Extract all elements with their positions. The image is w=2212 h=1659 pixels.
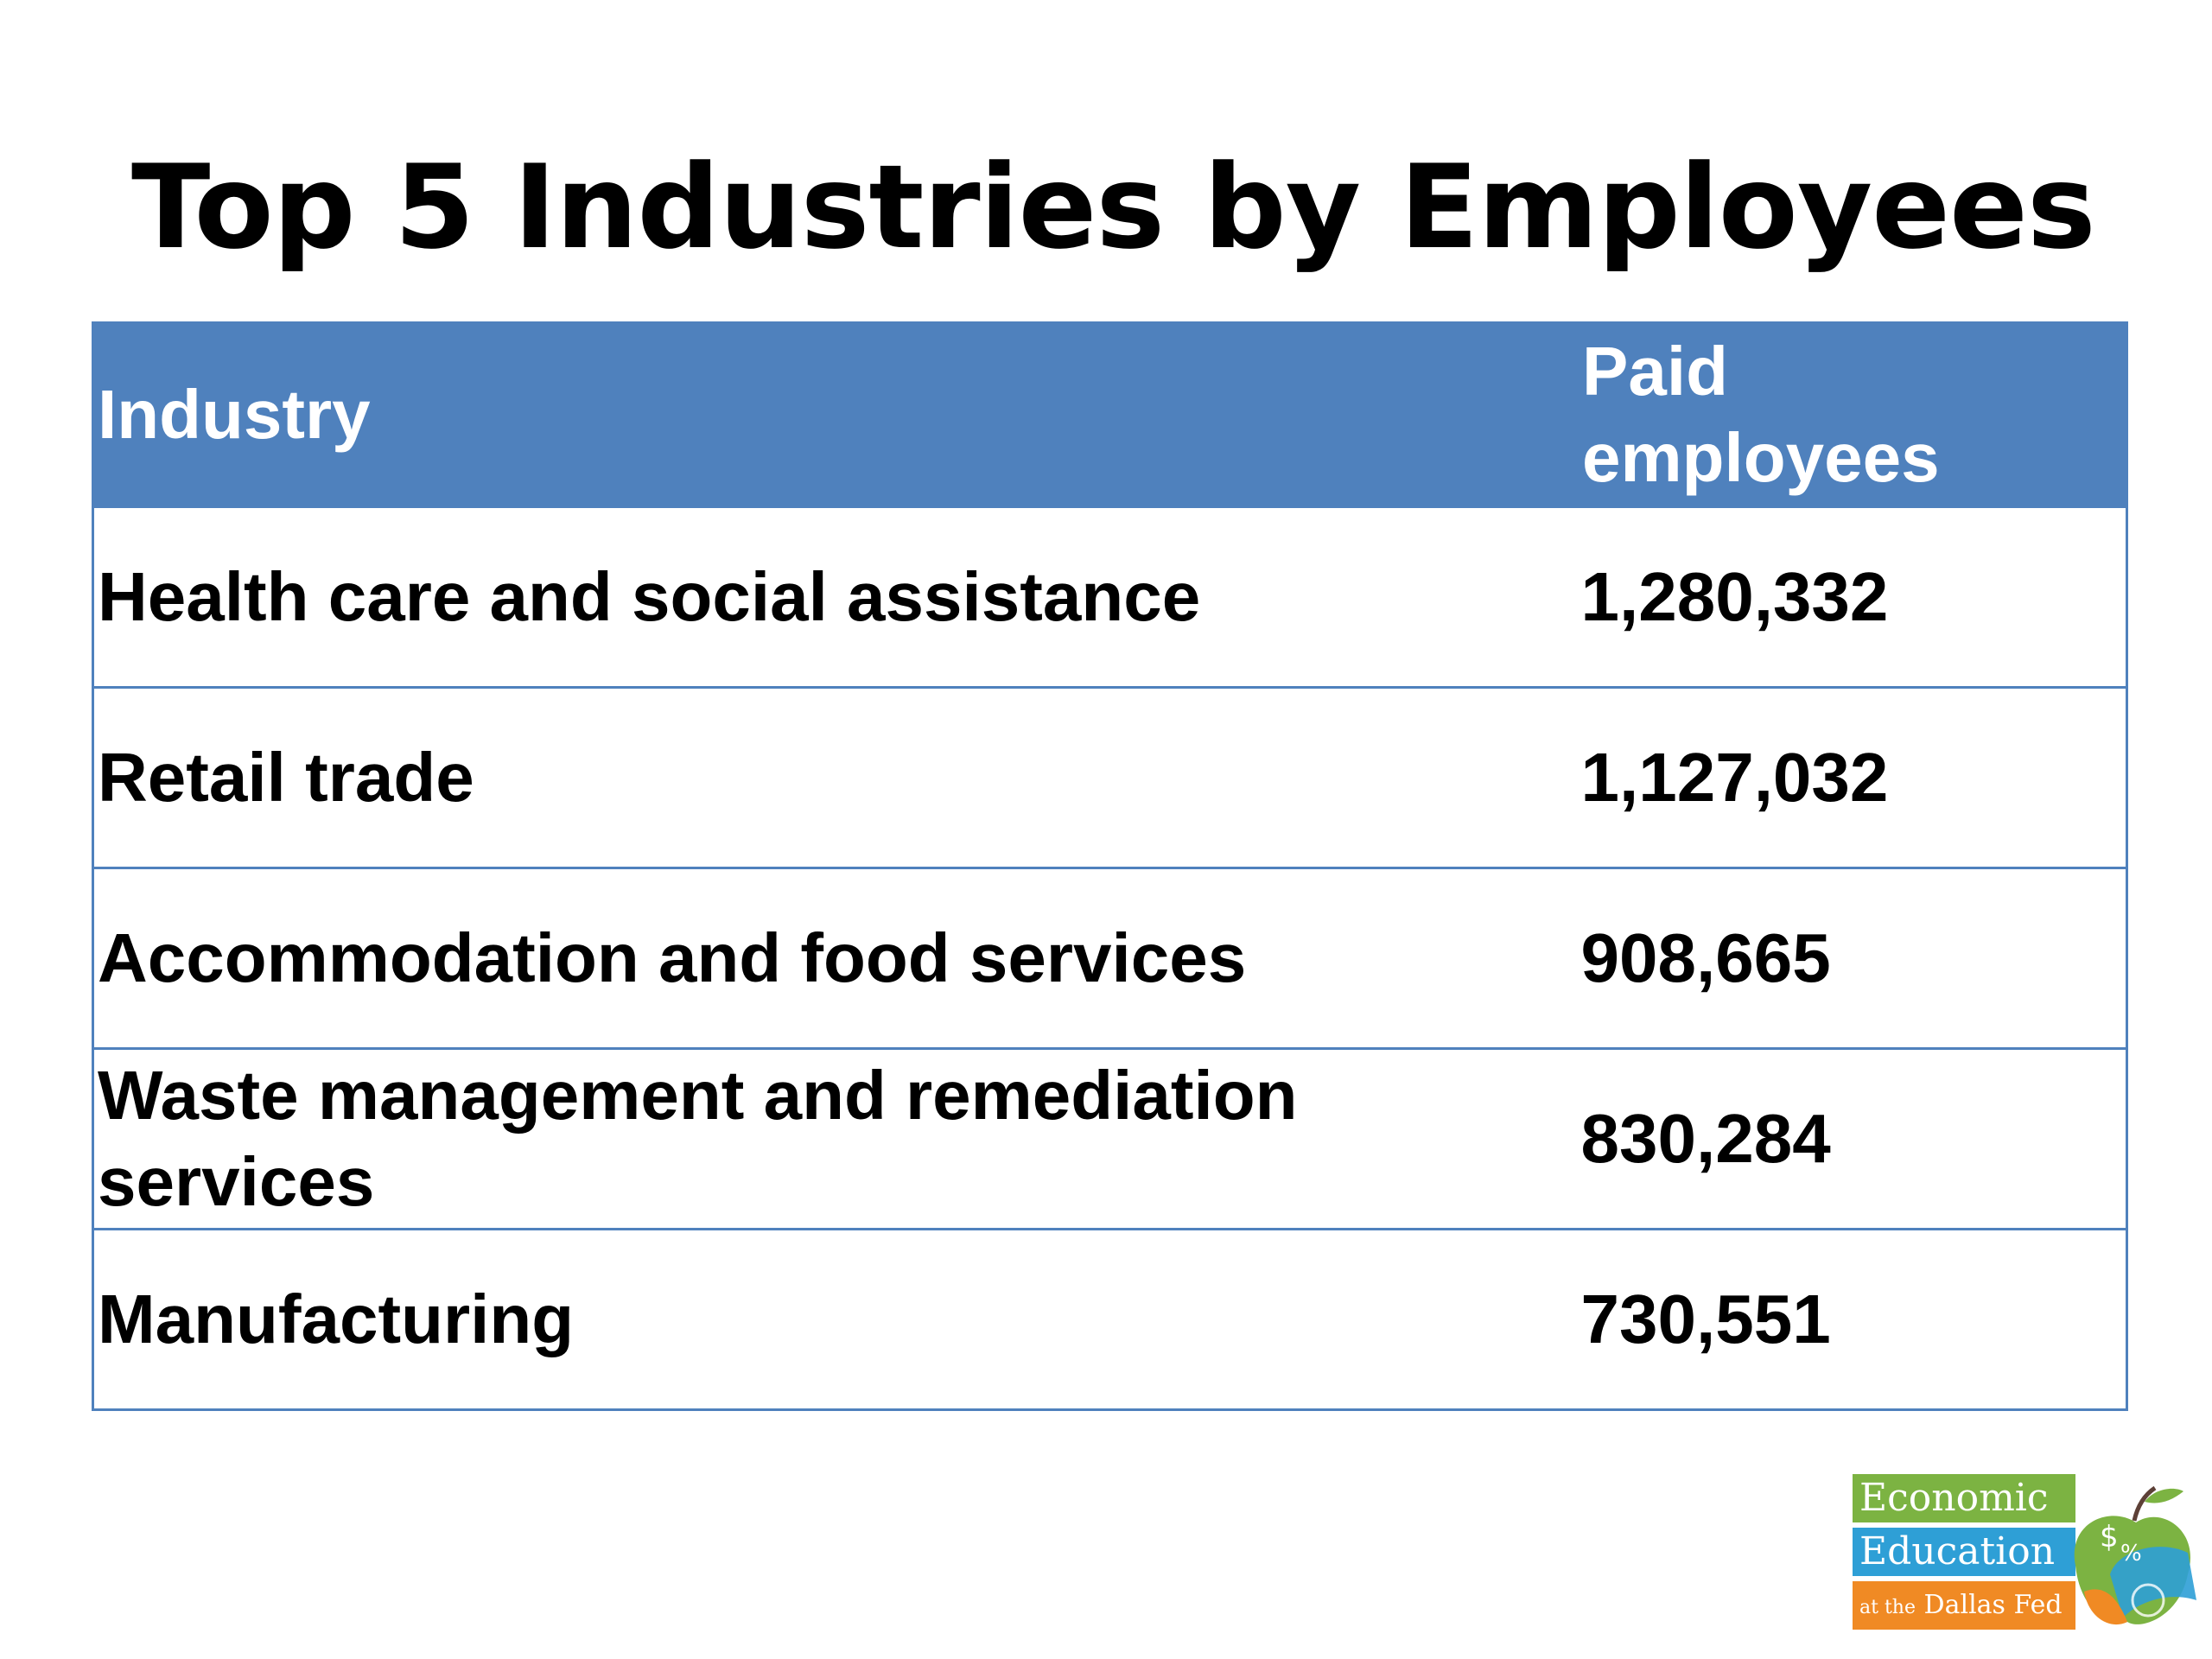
employees-cell: 908,665 xyxy=(1577,867,2128,1050)
header-paid-employees-label: Paid employees xyxy=(1582,333,1940,496)
industry-cell-text: Waste management and remediation service… xyxy=(98,1057,1298,1220)
industry-cell: Health care and social assistance xyxy=(92,505,1578,689)
table-row: Manufacturing 730,551 xyxy=(92,1228,2128,1411)
logo-line-economic: Economic xyxy=(1853,1474,2075,1522)
svg-text:%: % xyxy=(2120,1541,2142,1567)
table-row: Accommodation and food services 908,665 xyxy=(92,867,2128,1050)
logo-line-dallas-fed: at the Dallas Fed xyxy=(1853,1581,2075,1630)
table-row: Retail trade 1,127,032 xyxy=(92,686,2128,869)
table-header-row: Industry Paid employees xyxy=(92,321,2128,508)
economic-education-logo: Economic Education at the Dallas Fed $ % xyxy=(1853,1471,2203,1640)
employees-cell: 1,280,332 xyxy=(1577,505,2128,689)
employees-cell: 1,127,032 xyxy=(1577,686,2128,869)
industries-table: Industry Paid employees Health care and … xyxy=(92,321,2128,1411)
slide-title: Top 5 Industries by Employees xyxy=(131,140,2096,275)
industry-cell: Manufacturing xyxy=(92,1228,1578,1411)
industry-cell: Retail trade xyxy=(92,686,1578,869)
logo-line-education: Education xyxy=(1853,1528,2075,1576)
industry-cell: Waste management and remediation service… xyxy=(92,1047,1578,1230)
svg-text:$: $ xyxy=(2100,1520,2119,1554)
employees-cell: 830,284 xyxy=(1577,1047,2128,1230)
industry-cell: Accommodation and food services xyxy=(92,867,1578,1050)
logo-line-dallas-fed-text: Dallas Fed xyxy=(1923,1590,2063,1620)
table-row: Waste management and remediation service… xyxy=(92,1047,2128,1230)
header-industry: Industry xyxy=(92,321,1579,508)
table-row: Health care and social assistance 1,280,… xyxy=(92,505,2128,689)
apple-book-icon: $ % xyxy=(2074,1485,2196,1625)
header-paid-employees: Paid employees xyxy=(1576,321,2128,508)
logo-line-prefix: at the xyxy=(1859,1597,1916,1618)
employees-cell: 730,551 xyxy=(1577,1228,2128,1411)
